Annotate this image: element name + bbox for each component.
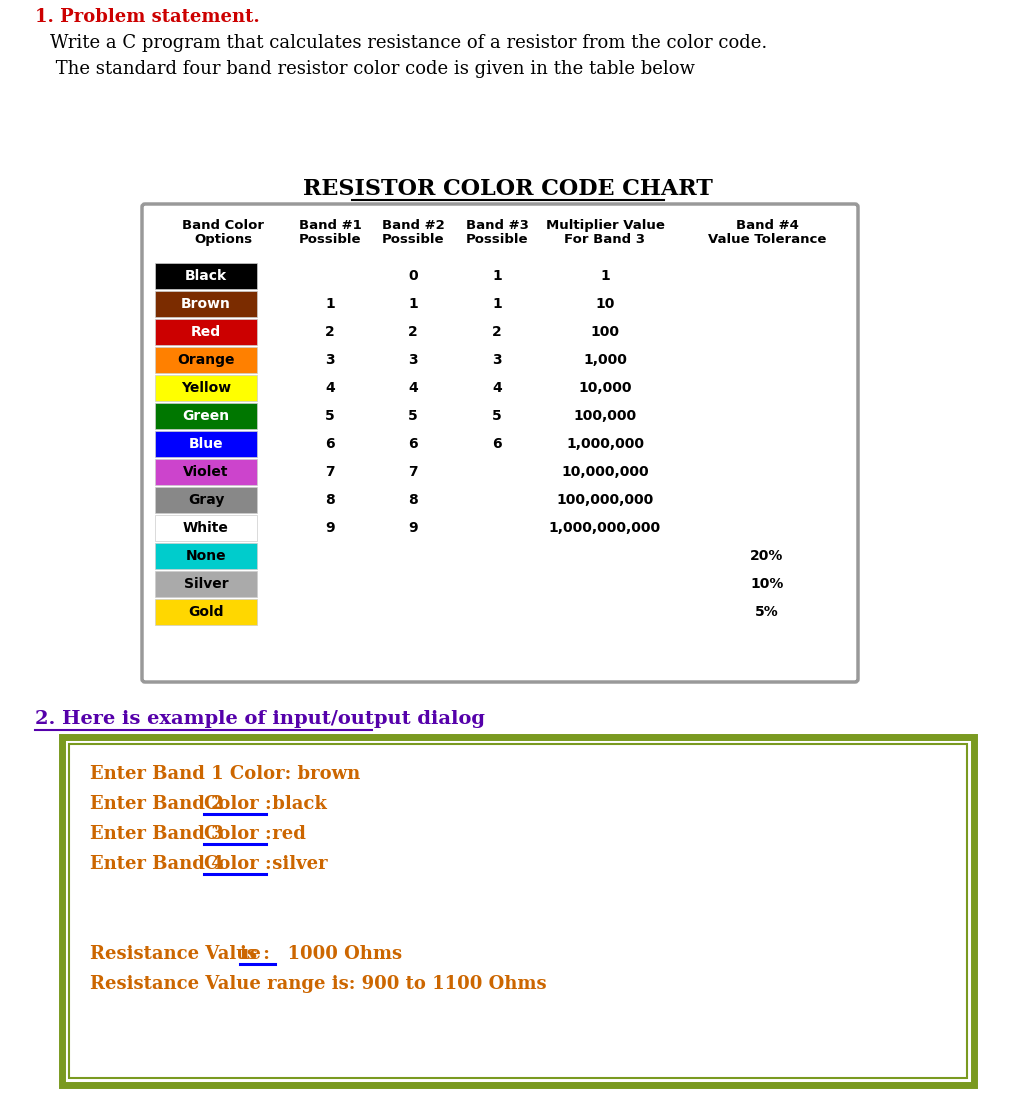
Text: 4: 4 bbox=[492, 381, 502, 395]
Bar bbox=[155, 571, 257, 597]
Text: 1,000,000,000: 1,000,000,000 bbox=[549, 521, 661, 534]
Text: 100,000,000: 100,000,000 bbox=[557, 493, 653, 507]
Text: Silver: Silver bbox=[184, 577, 229, 591]
Text: Possible: Possible bbox=[382, 233, 444, 246]
Bar bbox=[155, 318, 257, 345]
Text: Band Color: Band Color bbox=[182, 219, 264, 233]
Text: 4: 4 bbox=[325, 381, 335, 395]
Text: 5: 5 bbox=[408, 409, 418, 423]
Bar bbox=[155, 263, 257, 289]
Text: 2: 2 bbox=[408, 325, 418, 339]
Bar bbox=[155, 375, 257, 401]
Text: Red: Red bbox=[191, 325, 221, 339]
Text: 6: 6 bbox=[408, 437, 418, 451]
Text: Enter Band 4: Enter Band 4 bbox=[90, 855, 230, 873]
Text: White: White bbox=[183, 521, 229, 534]
Text: 8: 8 bbox=[325, 493, 335, 507]
Text: Band #2: Band #2 bbox=[382, 219, 444, 233]
Text: 1000 Ohms: 1000 Ohms bbox=[274, 946, 402, 963]
Text: Enter Band 2: Enter Band 2 bbox=[90, 795, 230, 813]
Bar bbox=[155, 431, 257, 457]
Text: red: red bbox=[266, 825, 306, 843]
Text: 2. Here is example of input/output dialog: 2. Here is example of input/output dialo… bbox=[35, 710, 485, 728]
Text: 9: 9 bbox=[325, 521, 335, 534]
Text: Gray: Gray bbox=[188, 493, 225, 507]
Text: Possible: Possible bbox=[465, 233, 528, 246]
Text: 7: 7 bbox=[408, 465, 418, 479]
Text: 5: 5 bbox=[492, 409, 502, 423]
Text: 6: 6 bbox=[325, 437, 335, 451]
Text: 1,000: 1,000 bbox=[583, 353, 627, 367]
Bar bbox=[155, 487, 257, 514]
Text: 1: 1 bbox=[600, 269, 610, 283]
Text: Color :: Color : bbox=[204, 795, 272, 813]
Text: 2: 2 bbox=[492, 325, 502, 339]
Text: Black: Black bbox=[185, 269, 227, 283]
Text: 4: 4 bbox=[408, 381, 418, 395]
Text: 5%: 5% bbox=[755, 605, 779, 619]
Text: 1: 1 bbox=[492, 269, 502, 283]
Text: Multiplier Value: Multiplier Value bbox=[546, 219, 664, 233]
Bar bbox=[155, 403, 257, 429]
Text: 1: 1 bbox=[492, 298, 502, 311]
Text: Brown: Brown bbox=[181, 298, 231, 311]
Text: 3: 3 bbox=[492, 353, 502, 367]
Text: 9: 9 bbox=[408, 521, 418, 534]
Text: Enter Band 3: Enter Band 3 bbox=[90, 825, 230, 843]
Text: Color :: Color : bbox=[204, 825, 272, 843]
Text: Band #4: Band #4 bbox=[736, 219, 799, 233]
Text: 20%: 20% bbox=[750, 549, 783, 563]
Text: None: None bbox=[186, 549, 227, 563]
Text: is :: is : bbox=[240, 946, 269, 963]
Text: Orange: Orange bbox=[177, 353, 235, 367]
Text: Enter Band 1 Color: brown: Enter Band 1 Color: brown bbox=[90, 765, 361, 784]
Text: Write a C program that calculates resistance of a resistor from the color code.: Write a C program that calculates resist… bbox=[50, 34, 767, 52]
Bar bbox=[155, 515, 257, 541]
Text: 10,000: 10,000 bbox=[578, 381, 632, 395]
Text: 7: 7 bbox=[325, 465, 335, 479]
Text: 10: 10 bbox=[595, 298, 615, 311]
Bar bbox=[69, 744, 967, 1078]
Text: 1. Problem statement.: 1. Problem statement. bbox=[35, 8, 260, 26]
Text: Band #1: Band #1 bbox=[299, 219, 362, 233]
Text: The standard four band resistor color code is given in the table below: The standard four band resistor color co… bbox=[50, 60, 695, 78]
Text: Blue: Blue bbox=[189, 437, 224, 451]
Text: For Band 3: For Band 3 bbox=[565, 233, 645, 246]
Text: Resistance Value: Resistance Value bbox=[90, 946, 267, 963]
Bar bbox=[155, 347, 257, 372]
Text: 1,000,000: 1,000,000 bbox=[566, 437, 644, 451]
Text: 2: 2 bbox=[325, 325, 335, 339]
Text: Yellow: Yellow bbox=[181, 381, 231, 395]
Text: 10%: 10% bbox=[750, 577, 783, 591]
Bar bbox=[155, 543, 257, 569]
FancyBboxPatch shape bbox=[142, 204, 858, 682]
Text: 0: 0 bbox=[408, 269, 418, 283]
Text: Gold: Gold bbox=[188, 605, 224, 619]
Text: 100,000: 100,000 bbox=[573, 409, 637, 423]
Text: 6: 6 bbox=[492, 437, 502, 451]
Text: Possible: Possible bbox=[299, 233, 362, 246]
Text: Options: Options bbox=[194, 233, 252, 246]
Bar bbox=[155, 599, 257, 625]
Bar bbox=[155, 291, 257, 317]
Text: 100: 100 bbox=[590, 325, 620, 339]
Text: 3: 3 bbox=[408, 353, 418, 367]
Text: 3: 3 bbox=[325, 353, 335, 367]
Text: 10,000,000: 10,000,000 bbox=[561, 465, 649, 479]
Text: Color :: Color : bbox=[204, 855, 272, 873]
Bar bbox=[62, 737, 974, 1085]
Text: black: black bbox=[266, 795, 327, 813]
Text: RESISTOR COLOR CODE CHART: RESISTOR COLOR CODE CHART bbox=[303, 179, 713, 199]
Text: Resistance Value range is: 900 to 1100 Ohms: Resistance Value range is: 900 to 1100 O… bbox=[90, 975, 547, 993]
Text: silver: silver bbox=[266, 855, 327, 873]
Text: Violet: Violet bbox=[183, 465, 229, 479]
Bar bbox=[155, 460, 257, 485]
Text: 1: 1 bbox=[325, 298, 335, 311]
Text: 5: 5 bbox=[325, 409, 335, 423]
Text: 8: 8 bbox=[408, 493, 418, 507]
Text: Green: Green bbox=[183, 409, 230, 423]
Text: Value Tolerance: Value Tolerance bbox=[708, 233, 826, 246]
Text: 1: 1 bbox=[408, 298, 418, 311]
Text: Band #3: Band #3 bbox=[465, 219, 528, 233]
